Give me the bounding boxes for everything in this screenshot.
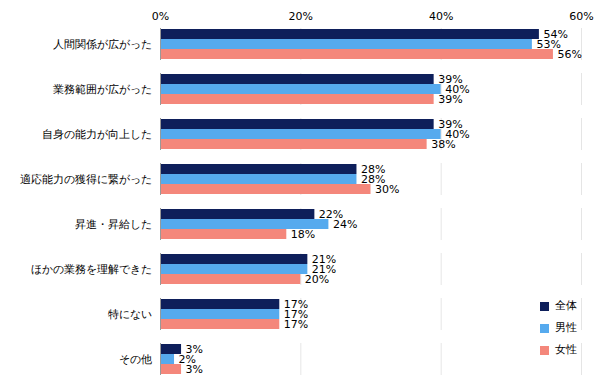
svg-text:38%: 38%	[431, 138, 455, 151]
svg-text:17%: 17%	[283, 298, 309, 311]
svg-text:17%: 17%	[283, 308, 309, 321]
svg-text:2%: 2%	[178, 353, 196, 366]
svg-text:22%: 22%	[318, 208, 344, 221]
svg-text:ほかの業務を理解できた: ほかの業務を理解できた	[31, 263, 152, 276]
svg-text:54%: 54%	[543, 28, 568, 41]
svg-text:28%: 28%	[361, 173, 386, 186]
svg-text:30%: 30%	[375, 183, 399, 196]
svg-text:39%: 39%	[438, 93, 462, 106]
svg-text:40%: 40%	[445, 128, 470, 141]
svg-text:56%: 56%	[557, 48, 581, 61]
svg-text:特にない: 特にない	[108, 308, 152, 321]
svg-text:53%: 53%	[536, 38, 561, 51]
svg-text:39%: 39%	[438, 118, 463, 131]
svg-text:21%: 21%	[311, 253, 337, 266]
svg-text:40%: 40%	[429, 10, 453, 23]
html-text:全体: 全体	[555, 299, 577, 312]
svg-text:3%: 3%	[185, 343, 203, 356]
svg-text:業務範囲が広がった: 業務範囲が広がった	[53, 83, 152, 96]
html-text:男性: 男性	[555, 321, 577, 334]
svg-text:適応能力の獲得に繋がった: 適応能力の獲得に繋がった	[20, 173, 152, 186]
svg-text:28%: 28%	[361, 163, 386, 176]
svg-text:60%: 60%	[569, 10, 593, 23]
svg-text:39%: 39%	[438, 73, 463, 86]
svg-text:人間関係が広がった: 人間関係が広がった	[53, 38, 152, 51]
html-text:女性: 女性	[555, 343, 577, 356]
svg-text:その他: その他	[119, 353, 152, 366]
svg-text:昇進・昇給した: 昇進・昇給した	[75, 218, 152, 231]
svg-text:0%: 0%	[152, 10, 169, 23]
svg-text:20%: 20%	[289, 10, 313, 23]
svg-text:自身の能力が向上した: 自身の能力が向上した	[42, 128, 152, 141]
svg-text:21%: 21%	[311, 263, 337, 276]
svg-text:24%: 24%	[333, 218, 357, 231]
svg-text:40%: 40%	[445, 83, 470, 96]
svg-text:20%: 20%	[305, 273, 329, 286]
svg-text:3%: 3%	[186, 363, 203, 376]
svg-text:17%: 17%	[284, 318, 308, 331]
svg-text:18%: 18%	[291, 228, 315, 241]
